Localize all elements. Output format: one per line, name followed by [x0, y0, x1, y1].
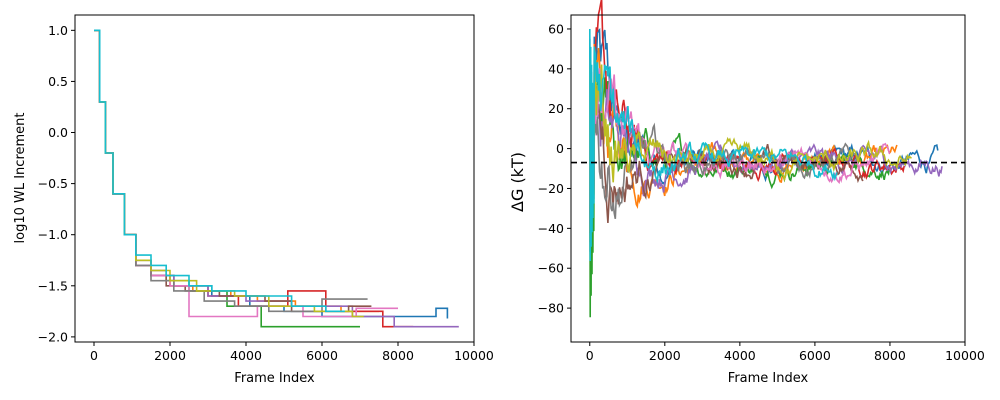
left-series-line-9 [94, 29, 345, 313]
left-series-line-4 [94, 29, 459, 328]
left-y-tick-label: 1.0 [48, 23, 68, 38]
left-x-axis-label: Frame Index [234, 371, 315, 386]
right-series-line-9 [589, 28, 838, 262]
right-series-line-8 [589, 53, 912, 233]
left-x-tick-label: 2000 [154, 348, 186, 363]
right-y-tick-label: 0 [556, 141, 564, 156]
right-plot-frame [570, 14, 966, 343]
left-series-line-8 [94, 29, 364, 318]
right-y-tick-label: 40 [548, 61, 564, 76]
left-x-tick-label: 6000 [306, 348, 338, 363]
left-y-tick-label: 0.0 [48, 125, 68, 140]
right-y-tick-label: −20 [538, 181, 564, 196]
left-x-tick-label: 10000 [454, 348, 494, 363]
left-y-tick-label: −1.5 [38, 278, 68, 293]
left-series-line-0 [94, 29, 449, 319]
left-y-tick-label: 0.5 [48, 74, 68, 89]
left-x-tick-label: 0 [90, 348, 98, 363]
right-y-tick-label: −80 [538, 301, 564, 316]
left-y-ticks: 1.0 0.5 0.0 −0.5 −1.0 −1.5 −2.0 [38, 23, 75, 344]
right-series-group [589, 0, 943, 318]
right-y-tick-label: −60 [538, 261, 564, 276]
left-series-group [94, 29, 459, 328]
right-x-ticks: 0 2000 4000 6000 8000 10000 [586, 342, 985, 363]
right-x-tick-label: 8000 [874, 348, 906, 363]
left-series-line-2 [94, 29, 360, 328]
left-series-line-3 [94, 29, 414, 328]
left-y-axis-label: log10 WL Increment [13, 113, 28, 244]
right-x-tick-label: 4000 [724, 348, 756, 363]
left-x-tick-label: 4000 [230, 348, 262, 363]
left-series-line-1 [94, 29, 379, 313]
right-chart: 0 2000 4000 6000 8000 10000 60 40 20 0 −20 −40 −60 −… [508, 0, 985, 386]
right-series-line-3 [589, 0, 905, 233]
left-series-line-6 [94, 29, 398, 318]
left-x-tick-label: 8000 [382, 348, 414, 363]
left-y-tick-label: −1.0 [38, 227, 68, 242]
left-series-line-5 [94, 29, 372, 313]
left-y-tick-label: −0.5 [38, 176, 68, 191]
right-series-line-5 [589, 83, 864, 224]
right-y-ticks: 60 40 20 0 −20 −40 −60 −80 [538, 21, 571, 316]
right-y-tick-label: 20 [548, 101, 564, 116]
left-y-tick-label: −2.0 [38, 329, 68, 344]
right-x-tick-label: 10000 [945, 348, 985, 363]
right-x-tick-label: 0 [586, 348, 594, 363]
right-x-tick-label: 6000 [799, 348, 831, 363]
left-x-ticks: 0 2000 4000 6000 8000 10000 [90, 342, 494, 363]
right-x-axis-label: Frame Index [728, 371, 809, 386]
right-x-tick-label: 2000 [649, 348, 681, 363]
left-plot-frame [74, 14, 475, 343]
right-y-tick-label: −40 [538, 221, 564, 236]
right-y-tick-label: 60 [548, 21, 564, 36]
right-y-axis-label: ΔG (kT) [508, 152, 527, 212]
left-series-line-7 [94, 29, 368, 313]
left-chart: 0 2000 4000 6000 8000 10000 1.0 0.5 0.0 −0.5 −1.0… [13, 14, 494, 386]
